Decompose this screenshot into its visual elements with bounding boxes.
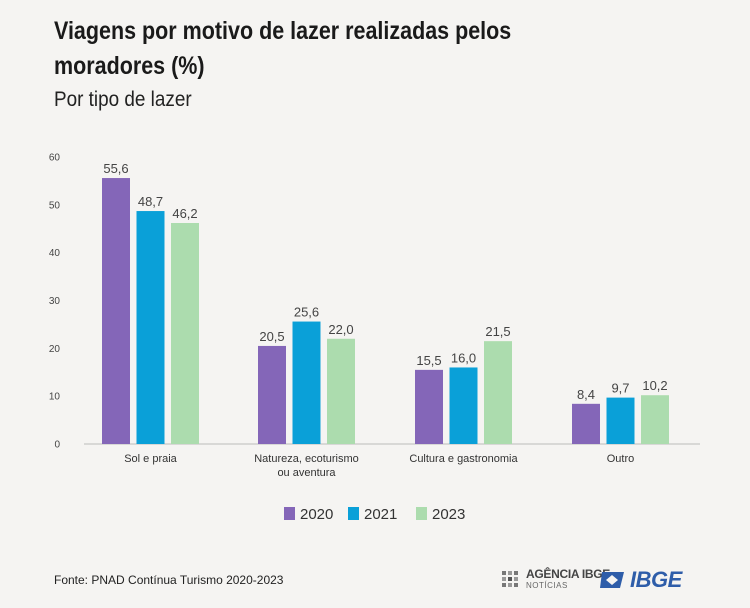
legend-swatch-2020	[284, 507, 295, 520]
data-label: 9,7	[611, 381, 629, 396]
legend-swatch-2023	[416, 507, 427, 520]
source-note: Fonte: PNAD Contínua Turismo 2020-2023	[54, 573, 284, 587]
legend-label: 2021	[364, 506, 397, 523]
bar-2020	[415, 369, 443, 444]
ibge-logo: IBGE	[600, 566, 682, 594]
y-tick-label: 30	[49, 296, 61, 307]
bar-2023	[171, 223, 199, 444]
data-label: 21,5	[485, 324, 510, 339]
data-label: 46,2	[172, 206, 197, 221]
y-tick-label: 0	[54, 440, 60, 451]
y-tick-label: 20	[49, 344, 61, 355]
y-tick-label: 50	[49, 200, 61, 211]
bar-2021	[449, 367, 478, 444]
chart-subtitle: Por tipo de lazer	[54, 88, 192, 111]
bar-2023	[641, 395, 669, 444]
data-label: 55,6	[103, 161, 128, 176]
agencia-ibge-logo: AGÊNCIA IBGE NOTÍCIAS	[500, 566, 610, 594]
bar-2023	[327, 338, 355, 444]
ibge-logo-text: IBGE	[630, 567, 682, 592]
bar-2021	[136, 211, 165, 444]
data-label: 16,0	[451, 350, 476, 365]
data-label: 25,6	[294, 305, 319, 320]
bar-2020	[102, 178, 130, 444]
y-tick-label: 10	[49, 392, 61, 403]
bar-2020	[258, 345, 286, 444]
legend-label: 2020	[300, 506, 333, 523]
y-tick-label: 40	[49, 248, 61, 259]
agencia-subtitle: NOTÍCIAS	[526, 581, 568, 590]
agencia-name: AGÊNCIA IBGE	[526, 567, 610, 581]
y-tick-label: 60	[49, 153, 61, 164]
x-category-label: Sol e praia	[124, 453, 177, 465]
bar-2021	[606, 397, 635, 444]
x-category-label: Outro	[607, 453, 635, 465]
x-category-label: ou aventura	[277, 467, 336, 479]
bar-chart: 0 10 20 30 40 50 60 55,6 20,5 15,5 8,4 48,7 25,6 16,0…	[49, 153, 700, 523]
x-category-label: Cultura e gastronomia	[409, 453, 518, 465]
x-category-label: Natureza, ecoturismo	[254, 453, 359, 465]
data-label: 48,7	[138, 194, 163, 209]
bar-2023	[484, 341, 512, 444]
data-label: 22,0	[328, 322, 353, 337]
agencia-icon	[502, 571, 518, 587]
data-label: 15,5	[416, 353, 441, 368]
bar-2021	[292, 321, 321, 444]
data-label: 20,5	[259, 329, 284, 344]
ibge-emblem-icon	[600, 572, 624, 588]
data-label: 8,4	[577, 387, 595, 402]
chart-title: Viagens por motivo de lazer realizadas p…	[54, 17, 512, 80]
bar-2020	[572, 403, 600, 444]
data-label: 10,2	[642, 378, 667, 393]
legend-swatch-2021	[348, 507, 359, 520]
legend-label: 2023	[432, 506, 465, 523]
